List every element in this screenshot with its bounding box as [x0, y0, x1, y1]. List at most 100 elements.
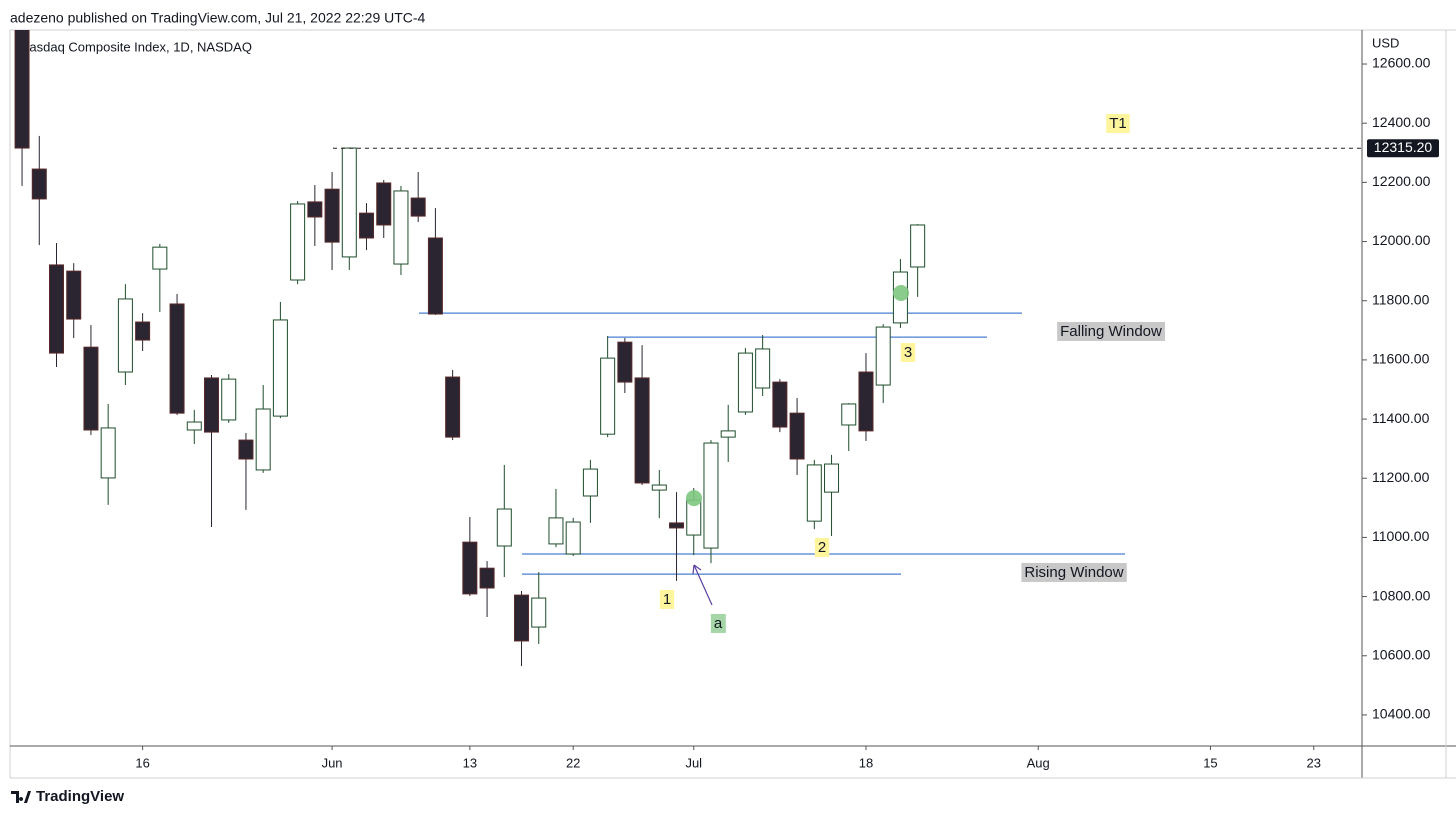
annotation-box — [710, 613, 726, 633]
candle-body — [31, 168, 47, 200]
candle-body — [548, 517, 564, 545]
y-tick-label: 12200.00 — [1372, 173, 1431, 189]
candle-body — [359, 212, 375, 239]
annotation-label: T1 — [1109, 115, 1127, 132]
y-tick-label: 12600.00 — [1372, 55, 1431, 71]
annotation-box — [814, 537, 830, 557]
y-tick-label: 11600.00 — [1372, 351, 1430, 367]
y-tick-label: 11000.00 — [1372, 528, 1430, 544]
y-tick-label: 10600.00 — [1372, 646, 1431, 662]
candle-body — [789, 412, 805, 460]
candle-body — [83, 346, 99, 431]
candle-body — [806, 464, 822, 522]
annotation-label: a — [714, 615, 723, 632]
candle-body — [221, 378, 237, 421]
candle-body — [66, 270, 82, 320]
candle-body — [651, 484, 667, 491]
y-axis-label: USD — [1372, 35, 1399, 50]
byline: adezeno published on TradingView.com, Ju… — [10, 10, 426, 26]
annotation-box — [1021, 562, 1127, 582]
annotation-label: 3 — [904, 344, 912, 361]
annotation-label: Rising Window — [1024, 564, 1123, 581]
arrow — [693, 564, 713, 606]
candle-body — [376, 182, 392, 226]
candle-body — [272, 319, 288, 417]
candle-body — [824, 463, 840, 493]
candle-body — [255, 408, 271, 471]
candle-body — [324, 188, 340, 243]
annotation-label: 1 — [663, 591, 671, 608]
chart-title: Nasdaq Composite Index, 1D, NASDAQ — [20, 39, 252, 54]
y-tick-label: 12400.00 — [1372, 114, 1431, 130]
candle-body — [341, 147, 357, 258]
candle-body — [169, 303, 185, 414]
candle-body — [410, 197, 426, 217]
x-tick-label: 22 — [566, 755, 580, 770]
y-tick-label: 11200.00 — [1372, 469, 1430, 485]
x-tick-label: Aug — [1027, 755, 1050, 770]
annotation-label: 2 — [818, 539, 826, 556]
x-tick-label: 16 — [135, 755, 149, 770]
annotation-box — [659, 589, 675, 609]
y-tick-label: 12000.00 — [1372, 232, 1431, 248]
candle-body — [531, 597, 547, 628]
candle-body — [496, 508, 512, 547]
candle-body — [669, 522, 685, 529]
candle-body — [737, 352, 753, 413]
candle-body — [858, 371, 874, 432]
candle-body — [841, 403, 857, 426]
candle-body — [565, 521, 581, 555]
signal-marker — [686, 490, 702, 507]
candle-body — [462, 541, 478, 595]
candle-body — [393, 190, 409, 265]
candle-body — [755, 348, 771, 389]
logo — [11, 791, 31, 803]
candle-body — [600, 357, 616, 435]
candle-body — [720, 430, 736, 438]
candle-body — [186, 421, 202, 431]
candle-body — [307, 201, 323, 218]
y-tick-label: 11800.00 — [1372, 291, 1430, 307]
x-tick-label: 18 — [859, 755, 873, 770]
annotation-box — [1057, 321, 1166, 341]
y-tick-label: 10800.00 — [1372, 587, 1431, 603]
candle-body — [582, 468, 598, 497]
arrow-head — [692, 564, 702, 575]
candle-body — [117, 298, 133, 373]
candle-body — [49, 264, 65, 354]
annotation-box — [1106, 113, 1130, 133]
price-tag-label: 12315.20 — [1374, 139, 1433, 155]
x-tick-label: 15 — [1203, 755, 1217, 770]
brand: TradingView — [36, 788, 124, 805]
candle-body — [204, 377, 220, 433]
candle-body — [772, 381, 788, 428]
candle-body — [100, 427, 116, 479]
candle-body — [634, 377, 650, 484]
y-tick-label: 10400.00 — [1372, 706, 1431, 722]
candle-body — [152, 246, 168, 270]
candle-body — [479, 567, 495, 589]
candle-body — [290, 203, 306, 281]
plot — [14, 30, 1362, 667]
candle-body — [617, 341, 633, 383]
y-tick-label: 11400.00 — [1372, 410, 1430, 426]
x-tick-label: 23 — [1307, 755, 1321, 770]
price-tag — [1367, 139, 1439, 158]
x-tick-label: 13 — [463, 755, 477, 770]
candle-body — [427, 237, 443, 315]
annotation-label: Falling Window — [1060, 323, 1162, 340]
annotation-box — [900, 342, 916, 362]
candle-body — [875, 326, 891, 386]
candle-body — [445, 376, 461, 438]
candle-body — [135, 321, 151, 341]
signal-marker — [893, 285, 909, 302]
candle-body — [703, 442, 719, 549]
candle-body — [238, 439, 254, 460]
candle-body — [514, 594, 530, 642]
candle-body — [910, 224, 926, 268]
x-tick-label: Jul — [685, 755, 702, 770]
x-tick-label: Jun — [322, 755, 343, 770]
candle-body — [14, 30, 30, 149]
